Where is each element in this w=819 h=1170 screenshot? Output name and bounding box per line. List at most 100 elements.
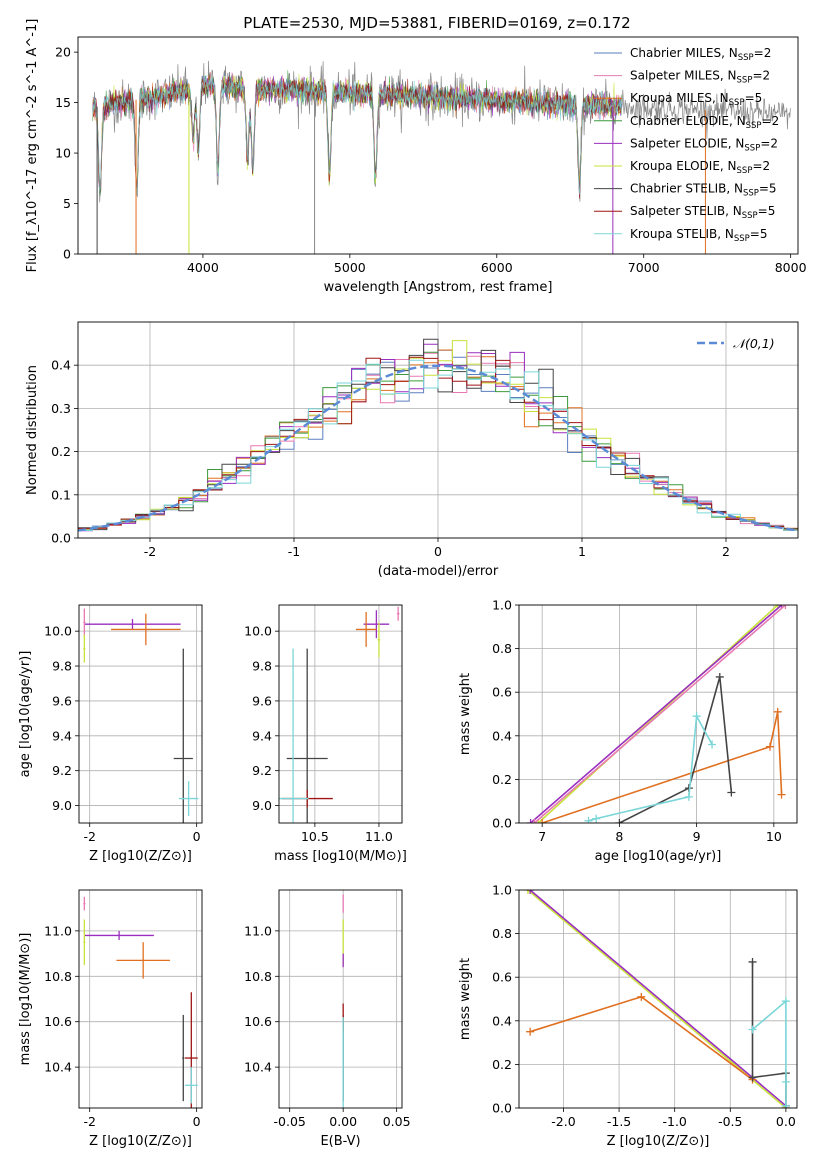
normal-curve xyxy=(78,364,798,532)
x-axis-label: Z [log10(Z/Z⊙)] xyxy=(607,1134,710,1149)
legend-label: Salpeter MILES, NSSP=2 xyxy=(630,69,770,86)
figure-title: PLATE=2530, MJD=53881, FIBERID=0169, z=0… xyxy=(243,14,630,32)
x-tick-label: -0.5 xyxy=(718,1114,742,1129)
data-point xyxy=(748,957,757,966)
series-line xyxy=(541,711,783,823)
x-tick-label: 10 xyxy=(766,829,782,844)
data-point xyxy=(781,997,790,1006)
x-tick-label: 0 xyxy=(193,829,201,844)
x-tick-label: 0.05 xyxy=(383,1114,411,1129)
y-tick-label: 10.0 xyxy=(244,624,272,639)
axes-frame xyxy=(518,604,798,824)
y-tick-label: 9.8 xyxy=(52,659,72,674)
y-tick-label: 10.6 xyxy=(244,1014,272,1029)
y-tick-label: 0.2 xyxy=(51,444,71,459)
legend-label: Chabrier MILES, NSSP=2 xyxy=(630,46,771,63)
x-tick-label: 6000 xyxy=(481,260,513,275)
series-line xyxy=(751,999,787,1106)
series-line xyxy=(537,605,779,823)
x-axis-label: age [log10(age/yr)] xyxy=(595,849,722,864)
panel-spectrum: 4000 5000 6000 7000 8000 0 5 10 15 20 wavelength [… xyxy=(25,19,807,295)
plot-area xyxy=(279,605,402,823)
data-point xyxy=(781,1077,790,1086)
y-tick-label: 11.0 xyxy=(244,923,272,938)
data-point xyxy=(538,819,547,823)
x-tick-label: 11.0 xyxy=(365,829,393,844)
plot-area xyxy=(79,605,202,823)
model-line xyxy=(92,74,622,195)
y-tick-label: 0.0 xyxy=(492,816,512,831)
data-point xyxy=(526,1027,535,1036)
x-tick-label: 0 xyxy=(434,544,442,559)
series-line xyxy=(751,961,787,1108)
data-point xyxy=(748,1025,757,1034)
y-tick-label: 0.2 xyxy=(492,1057,512,1072)
axes-frame xyxy=(77,36,799,255)
plot-area xyxy=(519,605,797,823)
y-tick-label: 10.0 xyxy=(44,624,72,639)
axes-frame xyxy=(518,889,798,1109)
data-point xyxy=(692,712,701,721)
x-tick-label: 2 xyxy=(722,544,730,559)
panel-mass_vs_ebv: -0.05 0.00 0.05 10.4 10.6 10.8 11.0 E(B-V) xyxy=(244,889,411,1149)
y-tick-label: 10.6 xyxy=(44,1014,72,1029)
axes-frame xyxy=(78,604,203,824)
plot-area xyxy=(78,322,798,538)
panel-residual_hist: -2 -1 0 1 2 0.0 0.1 0.2 0.3 0.4 (data-model)/error… xyxy=(25,321,799,579)
x-tick-label: 4000 xyxy=(187,260,219,275)
y-tick-label: 1.0 xyxy=(492,598,512,613)
panel-mass_vs_Z: -2 0 10.4 10.6 10.8 11.0 Z [log10(Z/Z⊙)] mass [… xyxy=(18,889,203,1149)
y-tick-label: 10.4 xyxy=(44,1060,72,1075)
model-line xyxy=(92,73,622,195)
x-tick-label: 8000 xyxy=(775,260,807,275)
y-tick-label: 0.1 xyxy=(51,487,71,502)
y-tick-label: 9.6 xyxy=(252,693,272,708)
data-point xyxy=(592,814,601,823)
y-tick-label: 0 xyxy=(63,247,71,262)
y-tick-label: 9.8 xyxy=(252,659,272,674)
y-tick-label: 10.4 xyxy=(244,1060,272,1075)
histogram-step xyxy=(78,356,798,531)
data-point xyxy=(777,790,786,799)
x-axis-label: Z [log10(Z/Z⊙)] xyxy=(89,1134,192,1149)
x-tick-label: 7 xyxy=(538,829,546,844)
y-tick-label: 5 xyxy=(63,196,71,211)
y-tick-label: 0.3 xyxy=(51,401,71,416)
legend-label: Chabrier ELODIE, NSSP=2 xyxy=(630,114,779,131)
data-point xyxy=(748,1073,757,1082)
plot-area xyxy=(279,890,402,1108)
plot-area xyxy=(92,60,791,254)
x-tick-label: 8 xyxy=(615,829,623,844)
legend-label: Salpeter ELODIE, NSSP=2 xyxy=(630,136,778,153)
y-tick-label: 0.6 xyxy=(492,685,512,700)
series-line xyxy=(530,605,783,823)
data-point xyxy=(715,672,724,681)
x-tick-label: -1.0 xyxy=(662,1114,686,1129)
axes-frame xyxy=(78,889,203,1109)
legend-label: Kroupa MILES, NSSP=5 xyxy=(630,91,762,108)
x-axis-label: mass [log10(M/M⊙)] xyxy=(274,849,407,864)
y-tick-label: 10.8 xyxy=(44,969,72,984)
data-point xyxy=(765,742,774,751)
legend-label: Kroupa ELODIE, NSSP=2 xyxy=(630,159,770,176)
data-point xyxy=(773,707,782,716)
y-axis-label: Flux [f_λ10^-17 erg cm^-2 s^-1 A^-1] xyxy=(25,19,40,273)
series-line xyxy=(533,605,786,823)
legend-label: Kroupa STELIB, NSSP=5 xyxy=(630,227,768,244)
x-tick-label: 0 xyxy=(193,1114,201,1129)
data-point xyxy=(781,1101,790,1108)
panel-weight_vs_age: 7 8 9 10 0.0 0.2 0.4 0.6 0.8 1.0 age [log10(age/yr… xyxy=(458,598,798,864)
y-tick-label: 0.6 xyxy=(492,970,512,985)
data-point xyxy=(781,605,790,609)
data-point xyxy=(637,992,646,1001)
x-tick-label: 9 xyxy=(693,829,701,844)
y-tick-label: 0.8 xyxy=(492,926,512,941)
x-tick-label: -1 xyxy=(288,544,300,559)
data-point xyxy=(708,740,717,749)
y-tick-label: 9.4 xyxy=(252,728,272,743)
axes-frame xyxy=(278,889,403,1109)
panel-age_vs_Z: -2 0 9.0 9.2 9.4 9.6 9.8 10.0 Z [log10(Z/Z⊙)] age… xyxy=(18,604,203,864)
y-tick-label: 0.8 xyxy=(492,641,512,656)
x-axis-label: Z [log10(Z/Z⊙)] xyxy=(89,849,192,864)
y-tick-label: 9.4 xyxy=(52,728,72,743)
